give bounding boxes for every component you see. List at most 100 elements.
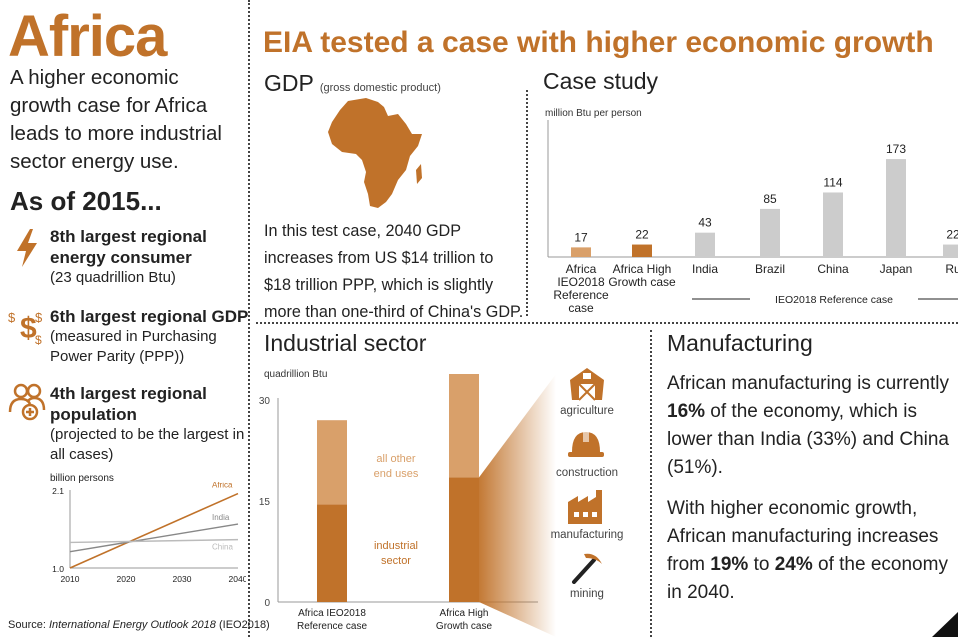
page-title: Africa bbox=[8, 4, 167, 69]
mf-p2-bold-a: 19% bbox=[710, 554, 749, 575]
left-separator bbox=[248, 0, 250, 637]
pop-line-1 bbox=[69, 523, 239, 553]
pop-line-2 bbox=[69, 538, 239, 544]
case-category-label-4: China bbox=[817, 262, 849, 276]
barn-icon bbox=[568, 366, 606, 402]
pop-line-0 bbox=[69, 492, 239, 569]
manufacturing-heading: Manufacturing bbox=[667, 330, 813, 356]
case-category-label-2: India bbox=[692, 262, 718, 276]
factory-icon bbox=[566, 488, 610, 526]
manufacturing-paragraph-2: With higher economic growth, African man… bbox=[667, 495, 958, 607]
case-category-label-5: Japan bbox=[880, 262, 913, 276]
svg-text:$: $ bbox=[35, 333, 42, 346]
africa-map-icon bbox=[326, 98, 426, 212]
industrial-unit: quadrillion Btu bbox=[264, 369, 328, 380]
case-bar-1 bbox=[632, 244, 652, 257]
stat-gdp-bold: 6th largest regional GDP bbox=[50, 307, 249, 326]
pop-x-tick-0: 2010 bbox=[61, 574, 80, 584]
pop-series-label-2: China bbox=[212, 543, 233, 552]
mf-p1-bold: 16% bbox=[667, 401, 706, 422]
ind-y-tick-0: 0 bbox=[264, 598, 270, 609]
ind-y-tick-1: 15 bbox=[259, 497, 271, 508]
ind-bar-industrial-0 bbox=[317, 504, 347, 602]
ind-label-industrial-2: sector bbox=[381, 555, 411, 567]
ind-y-tick-2: 30 bbox=[259, 396, 271, 407]
population-chart: 1.0 2.1 2010 2020 2030 2040 Africa India China bbox=[52, 482, 246, 584]
gdp-heading-note: (gross domestic product) bbox=[319, 82, 441, 94]
case-value-label-2: 43 bbox=[698, 216, 712, 230]
mf-p2-bold-b: 24% bbox=[774, 554, 813, 575]
svg-text:$: $ bbox=[8, 310, 16, 325]
case-value-label-5: 173 bbox=[886, 142, 906, 156]
ind-bar-other-1 bbox=[449, 374, 479, 478]
dollar-icon: $ $ $ $ bbox=[8, 306, 46, 347]
gdp-heading-text: GDP bbox=[264, 70, 314, 96]
case-value-label-1: 22 bbox=[635, 228, 649, 242]
mf-p2-text-a: With higher economic growth, African man… bbox=[667, 498, 939, 575]
as-of-heading: As of 2015... bbox=[10, 186, 162, 216]
industrial-chart: 0 15 30 Africa IEO2018 Reference case Africa … bbox=[259, 374, 556, 637]
svg-text:$: $ bbox=[20, 312, 37, 345]
case-bar-3 bbox=[760, 208, 780, 257]
stat-energy: 8th largest regional energy consumer (23… bbox=[50, 226, 250, 288]
case-bar-2 bbox=[695, 232, 715, 257]
ind-category-label-0: Africa IEO2018 Reference case bbox=[297, 608, 367, 632]
case-value-label-3: 85 bbox=[763, 192, 777, 206]
stat-population-bold: 4th largest regional population bbox=[50, 384, 207, 424]
ind-fan-wedge bbox=[479, 374, 556, 637]
ind-label-industrial-1: industrial bbox=[374, 540, 418, 552]
case-category-label-3: Brazil bbox=[755, 262, 785, 276]
intro-text: A higher economic growth case for Africa… bbox=[10, 66, 222, 173]
stat-energy-bold: 8th largest regional energy consumer bbox=[50, 227, 207, 267]
pop-y-tick-1: 2.1 bbox=[52, 486, 64, 496]
population-chart-unit: billion persons bbox=[50, 473, 114, 484]
industrial-manufacturing-separator bbox=[650, 330, 652, 637]
agriculture-label: agriculture bbox=[560, 405, 614, 417]
ind-bar-industrial-1 bbox=[449, 477, 479, 602]
stat-population: 4th largest regional population (project… bbox=[50, 383, 250, 465]
mf-p2-text-e: of the economy in 2040. bbox=[667, 554, 948, 603]
case-study-heading: Case study bbox=[543, 68, 659, 94]
case-bar-4 bbox=[823, 192, 843, 257]
mf-p2-text-c: to bbox=[748, 554, 775, 575]
pop-x-tick-2: 2030 bbox=[173, 574, 192, 584]
corner-decoration bbox=[932, 612, 958, 637]
pop-series-label-0: Africa bbox=[212, 482, 233, 490]
pop-x-tick-1: 2020 bbox=[117, 574, 136, 584]
case-study-unit: million Btu per person bbox=[545, 108, 642, 119]
case-study-chart: 17 Africa IEO2018 Reference case 22 Africa Hig… bbox=[547, 120, 958, 315]
case-category-label-6: Ru bbox=[945, 262, 958, 276]
manufacturing-paragraph-1: African manufacturing is currently 16% o… bbox=[667, 370, 958, 482]
hardhat-icon bbox=[568, 428, 604, 462]
construction-label: construction bbox=[555, 467, 618, 479]
industrial-heading: Industrial sector bbox=[264, 330, 427, 356]
source-suffix: (IEO2018) bbox=[215, 619, 270, 631]
case-bar-0 bbox=[571, 247, 591, 257]
manufacturing-label: manufacturing bbox=[550, 529, 624, 541]
pop-y-tick-0: 1.0 bbox=[52, 564, 64, 574]
case-bracket-label: IEO2018 Reference case bbox=[775, 294, 893, 306]
gdp-heading: GDP (gross domestic product) bbox=[264, 70, 441, 97]
source-note: Source: International Energy Outlook 201… bbox=[8, 619, 270, 631]
case-bar-6 bbox=[943, 244, 958, 257]
gdp-case-separator bbox=[526, 90, 528, 316]
ind-bar-other-0 bbox=[317, 420, 347, 505]
case-value-label-0: 17 bbox=[574, 230, 588, 244]
pop-x-tick-3: 2040 bbox=[229, 574, 246, 584]
ind-label-other-1: all other bbox=[376, 453, 415, 465]
pop-series-label-1: India bbox=[212, 513, 230, 522]
pickaxe-icon bbox=[570, 550, 604, 584]
stat-gdp-detail: (measured in Purchasing Power Parity (PP… bbox=[50, 328, 217, 365]
stat-energy-detail: (23 quadrillion Btu) bbox=[50, 269, 176, 286]
stat-gdp: 6th largest regional GDP (measured in Pu… bbox=[50, 306, 250, 367]
mf-p1-text-a: African manufacturing is currently bbox=[667, 373, 949, 394]
case-category-label-1: Africa High Growth case bbox=[608, 262, 676, 289]
ind-label-other-2: end uses bbox=[374, 468, 419, 480]
lightning-icon bbox=[14, 228, 40, 268]
stat-population-detail: (projected to be the largest in all case… bbox=[50, 426, 245, 463]
gdp-text: In this test case, 2040 GDP increases fr… bbox=[264, 222, 524, 321]
case-category-label-0: Africa IEO2018 Reference case bbox=[553, 262, 609, 315]
middle-separator bbox=[256, 322, 958, 324]
people-icon bbox=[8, 382, 48, 422]
case-bar-5 bbox=[886, 159, 906, 257]
